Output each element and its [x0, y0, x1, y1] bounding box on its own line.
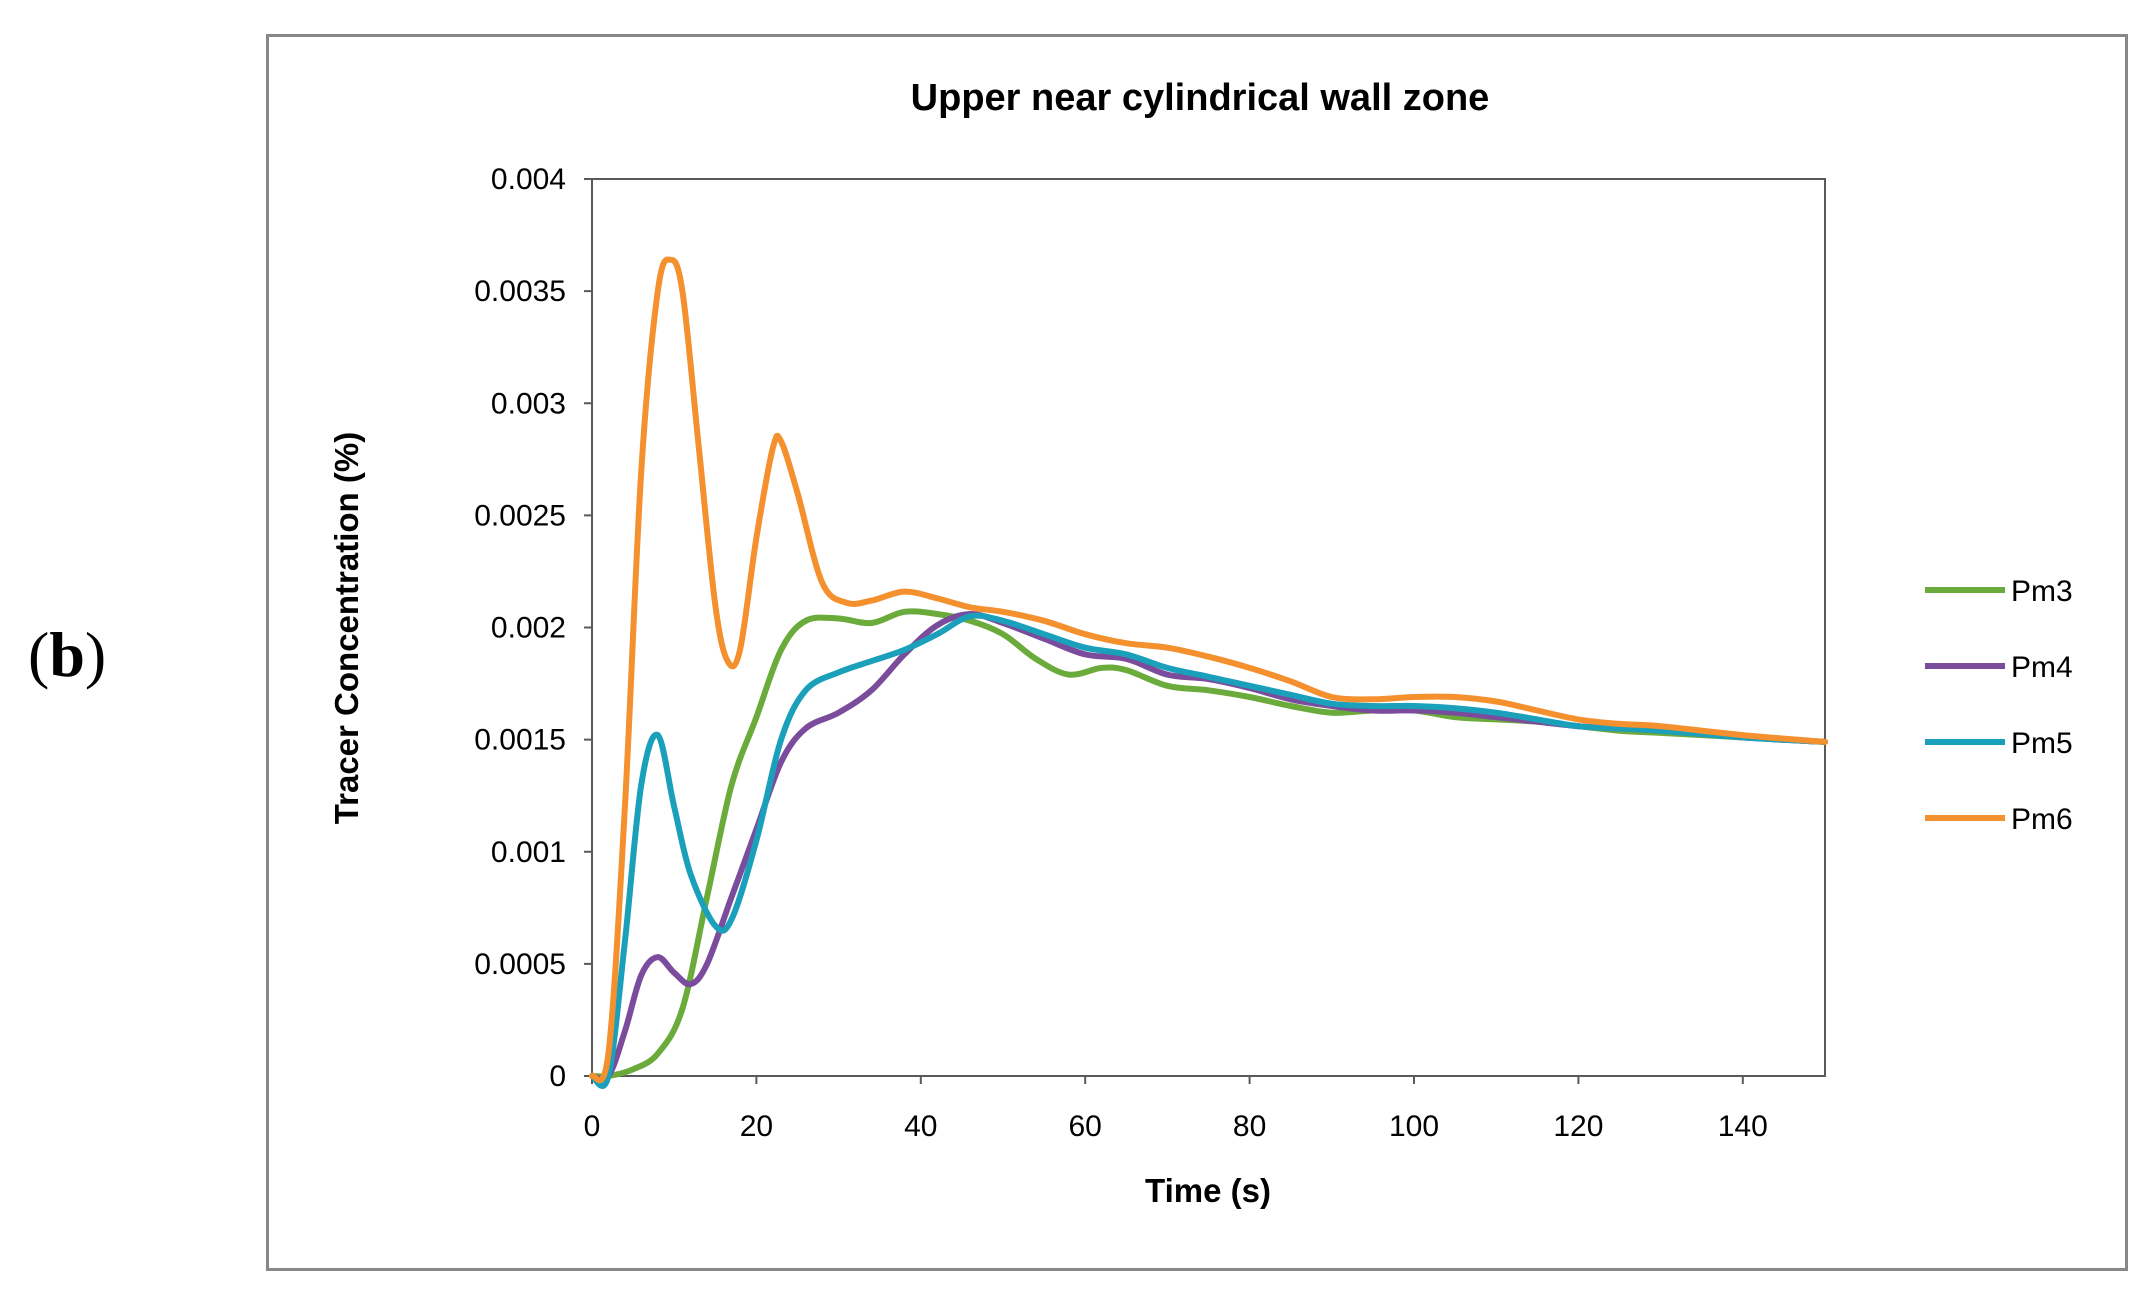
y-tick-label: 0.003 [491, 387, 566, 420]
x-tick-label: 20 [740, 1110, 773, 1143]
x-tick-label: 140 [1718, 1110, 1768, 1143]
y-tick-label: 0.0035 [474, 275, 566, 308]
x-tick-label: 80 [1233, 1110, 1266, 1143]
x-tick-label: 60 [1069, 1110, 1102, 1143]
x-tick-label: 0 [584, 1110, 601, 1143]
legend-label-pm4: Pm4 [2011, 651, 2073, 684]
panel-label: (b) [28, 619, 107, 690]
legend: Pm3 Pm4 Pm5 Pm6 [1925, 575, 2073, 836]
y-tick-label: 0.004 [491, 163, 566, 196]
plot-area [591, 178, 1826, 1077]
x-axis-ticks: 0 20 40 60 80 100 120 140 [584, 1076, 1768, 1143]
panel-letter: b [49, 619, 85, 690]
series-line-pm5 [589, 612, 1828, 1089]
y-tick-label: 0.001 [491, 836, 566, 869]
y-tick-label: 0.002 [491, 612, 566, 645]
x-tick-label: 40 [904, 1110, 937, 1143]
x-axis-title: Time (s) [1145, 1172, 1271, 1209]
x-tick-label: 120 [1553, 1110, 1603, 1143]
y-tick-label: 0.0005 [474, 948, 566, 981]
series-lines [589, 256, 1828, 1089]
y-axis-title: Tracer Concentration (%) [328, 432, 365, 824]
chart-title: Upper near cylindrical wall zone [911, 77, 1490, 119]
series-line-pm4 [589, 611, 1828, 1083]
y-tick-label: 0.0015 [474, 724, 566, 757]
y-tick-label: 0.0025 [474, 499, 566, 532]
legend-label-pm3: Pm3 [2011, 575, 2073, 608]
legend-label-pm5: Pm5 [2011, 727, 2073, 760]
y-tick-label: 0 [549, 1060, 566, 1093]
y-axis-ticks: 0 0.0005 0.001 0.0015 0.002 0.0025 0.003 0.0035… [474, 163, 592, 1093]
legend-label-pm6: Pm6 [2011, 803, 2073, 836]
series-line-pm6 [589, 256, 1828, 1084]
x-tick-label: 100 [1389, 1110, 1439, 1143]
